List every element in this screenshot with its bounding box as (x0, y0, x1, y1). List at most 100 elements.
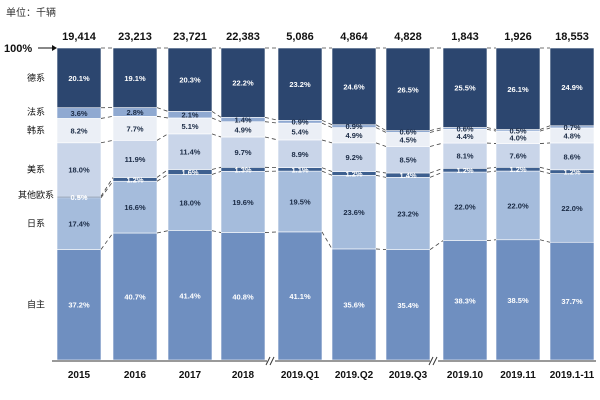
data-label: 4.5% (399, 135, 416, 144)
series-label: 美系 (27, 164, 45, 176)
data-label: 35.4% (397, 301, 419, 310)
connector-line (375, 124, 387, 131)
total-label: 5,086 (286, 31, 314, 43)
total-label: 4,828 (394, 31, 422, 43)
connector-line (156, 107, 169, 112)
category-label: 2018 (232, 370, 255, 381)
bar-segment (220, 47, 266, 118)
data-label: 19.6% (232, 198, 254, 207)
bar-segment (385, 47, 431, 131)
connector-line (156, 133, 169, 141)
connector-line (429, 167, 444, 174)
total-label: 1,843 (451, 31, 479, 43)
data-label: 41.1% (289, 292, 311, 301)
connector-line (321, 231, 333, 250)
data-label: 1.3% (234, 165, 251, 174)
bar-segment (112, 232, 158, 361)
category-label: 2019.Q1 (281, 370, 320, 381)
connector-line (100, 177, 114, 197)
connector-line (264, 136, 279, 141)
series-label: 韩系 (27, 125, 45, 137)
data-label: 7.6% (509, 151, 526, 160)
connector-line (321, 170, 333, 176)
bar-segment (331, 142, 377, 172)
connector-line (429, 240, 444, 250)
data-label: 18.0% (68, 166, 90, 175)
data-label: 19.5% (289, 198, 311, 207)
hundred-percent-label: 100% (4, 43, 32, 55)
data-label: 37.2% (68, 301, 90, 310)
arrow-head-icon (52, 45, 57, 51)
bar-segment (442, 240, 488, 361)
connector-line (264, 116, 279, 121)
data-label: 0.6% (399, 128, 416, 137)
connector-line (429, 171, 444, 178)
bar-segment (167, 133, 213, 170)
connector-line (539, 127, 551, 132)
total-label: 4,864 (340, 31, 368, 43)
total-label: 23,721 (173, 31, 207, 43)
connector-line (375, 171, 387, 174)
data-label: 0.5% (70, 193, 87, 202)
category-label: 2019.11 (500, 370, 536, 381)
data-label: 24.6% (343, 82, 365, 91)
connector-line (486, 128, 497, 132)
bar-segment (385, 249, 431, 361)
connector-line (486, 166, 497, 169)
unit-label: 单位：千辆 (6, 8, 56, 19)
data-label: 22.0% (454, 202, 476, 211)
data-label: 5.1% (181, 122, 198, 131)
bar-segment (56, 118, 102, 144)
data-label: 0.9% (345, 122, 362, 131)
connector-line (486, 142, 497, 144)
total-label: 18,553 (555, 31, 589, 43)
bar-segment (277, 139, 323, 168)
bar-segment (112, 116, 158, 141)
data-label: 4.9% (345, 131, 362, 140)
data-label: 1.2% (509, 165, 526, 174)
data-label: 11.9% (125, 155, 146, 164)
series-label: 法系 (27, 106, 45, 118)
data-label: 1.2% (345, 169, 362, 178)
connector-line (429, 142, 444, 147)
data-label: 23.2% (397, 210, 419, 219)
category-label: 2019.10 (447, 370, 484, 381)
bar-segment (442, 47, 488, 128)
connector-line (211, 230, 222, 233)
bar-segment (277, 170, 323, 233)
data-label: 9.7% (234, 148, 251, 157)
data-label: 1.6% (181, 168, 198, 177)
data-label: 0.5% (509, 126, 526, 135)
bar-segment (277, 47, 323, 121)
total-label: 19,414 (62, 31, 97, 43)
bar-segment (331, 174, 377, 250)
bar-segment (112, 140, 158, 178)
connector-line (156, 115, 169, 119)
data-label: 35.6% (343, 300, 365, 309)
bar-segment (331, 47, 377, 126)
bar-segment (167, 174, 213, 232)
bar-segment (167, 230, 213, 361)
data-label: 8.2% (70, 127, 87, 136)
bar-segment (495, 239, 541, 361)
total-label: 23,213 (118, 31, 152, 43)
data-label: 17.4% (68, 220, 90, 229)
data-label: 22.2% (232, 79, 254, 88)
data-label: 22.0% (507, 201, 529, 210)
data-label: 8.9% (291, 150, 308, 159)
data-label: 2.1% (181, 111, 198, 120)
category-label: 2016 (124, 370, 147, 381)
data-label: 26.1% (507, 85, 529, 94)
connector-line (321, 139, 333, 144)
axis-break-gap (430, 357, 438, 365)
series-label: 其他欧系 (18, 189, 54, 201)
axis-break-mark (432, 356, 438, 366)
data-label: 38.5% (507, 296, 529, 305)
connector-line (211, 111, 222, 118)
data-label: 8.1% (456, 152, 473, 161)
data-label: 3.6% (70, 109, 87, 118)
data-label: 22.0% (561, 204, 583, 213)
connector-line (321, 119, 333, 126)
bar-segment (331, 248, 377, 361)
